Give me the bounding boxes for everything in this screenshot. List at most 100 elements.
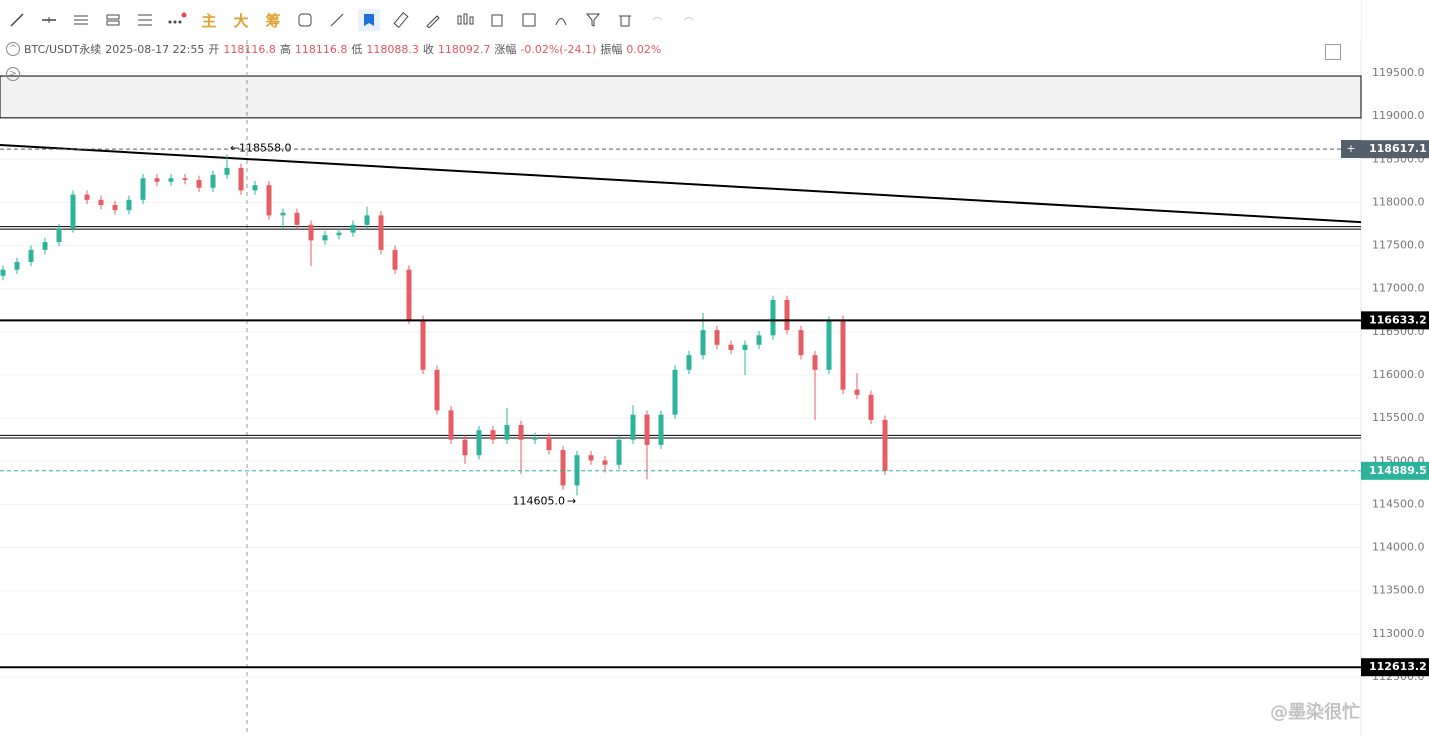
line-tool[interactable] (6, 9, 28, 31)
candle-body (28, 249, 34, 262)
info-value: 0.02% (626, 42, 662, 56)
fullscreen-button[interactable] (1325, 44, 1341, 60)
bookmark-tool[interactable] (358, 9, 380, 31)
candle-body (84, 194, 90, 200)
candle-body (406, 269, 412, 320)
parallel-tool[interactable] (70, 9, 92, 31)
candle-body (532, 437, 538, 440)
redo-tool[interactable] (678, 9, 700, 31)
ohlc-info: ^ BTC/USDT永续 2025-08-17 22:55 开 118116.8 高… (6, 41, 661, 57)
price-tag (1361, 461, 1429, 480)
pen-tool[interactable] (422, 9, 444, 31)
magnet-tool[interactable] (550, 9, 572, 31)
arrow: → (567, 494, 576, 507)
info-key: 开 (208, 43, 220, 56)
candle-body (56, 228, 62, 243)
candle-body (378, 215, 384, 250)
info-key: 涨幅 (494, 43, 517, 56)
info-value: 118088.3 (366, 42, 419, 56)
ruler-tool[interactable] (390, 9, 412, 31)
add-button (1341, 140, 1361, 158)
candle-body (770, 299, 776, 336)
candle-body (504, 425, 510, 440)
info-key: 振幅 (600, 43, 623, 56)
candle-body (210, 174, 216, 188)
candle-body (518, 425, 524, 440)
candle-body (224, 167, 230, 175)
candle-body (700, 330, 706, 356)
candle-body (42, 242, 48, 250)
edit-tool[interactable] (518, 9, 540, 31)
big-button[interactable]: 大 (233, 11, 249, 30)
hline-tool[interactable] (38, 9, 60, 31)
candle-body (812, 355, 818, 370)
expand-button[interactable]: > (6, 67, 20, 81)
candle-body (560, 450, 566, 486)
candle-body (602, 460, 608, 465)
collapse-button[interactable]: ^ (6, 42, 20, 56)
candle-body (854, 389, 860, 395)
candle-body (882, 419, 888, 471)
sync-tool[interactable] (294, 9, 316, 31)
candle-body (728, 344, 734, 350)
info-value: -0.02%(-24.1) (520, 42, 597, 56)
y-tick-label: 119500.0 (1372, 66, 1425, 79)
candle-body (196, 179, 202, 188)
delete-tool[interactable] (614, 9, 636, 31)
price-tag-label: 118617.1 (1369, 142, 1427, 155)
price-tag (1361, 140, 1429, 159)
info-value: 118116.8 (223, 42, 276, 56)
main-button[interactable]: 主 (201, 11, 217, 30)
candle-body (392, 249, 398, 270)
candle-body (294, 212, 300, 225)
candle-body (350, 224, 356, 233)
filter-tool[interactable] (582, 9, 604, 31)
info-key: 低 (351, 43, 363, 56)
candle-body (0, 269, 6, 276)
toolbar: 主 大 筹 (0, 0, 1361, 40)
candle-tool[interactable] (454, 9, 476, 31)
candle-body (462, 439, 468, 456)
price-tag-label: 116633.2 (1369, 313, 1427, 326)
candle-body (546, 437, 552, 451)
measure-tool[interactable] (326, 9, 348, 31)
candle-body (140, 178, 146, 200)
candle-body (756, 335, 762, 345)
candle-body (826, 319, 832, 370)
candle-body (784, 299, 790, 331)
fib-tool[interactable] (134, 9, 156, 31)
candle-body (434, 369, 440, 411)
y-tick-label: 118000.0 (1372, 195, 1425, 208)
candle-body (420, 319, 426, 370)
candle-body (742, 344, 748, 350)
candle-body (308, 224, 314, 241)
channel-tool[interactable] (102, 9, 124, 31)
symbol: BTC/USDT永续 (24, 43, 102, 56)
candle-body (448, 410, 454, 440)
more-tool[interactable] (166, 9, 188, 31)
price-tag-label: 112613.2 (1369, 660, 1427, 673)
candle-body (154, 178, 160, 182)
candle-body (70, 194, 76, 229)
trendline (0, 144, 1362, 224)
info-value: 118092.7 (437, 42, 491, 56)
chip-button[interactable]: 筹 (265, 11, 281, 30)
y-tick-label: 117000.0 (1372, 282, 1425, 295)
y-tick-label: 115500.0 (1372, 411, 1425, 424)
time: 2025-08-17 22:55 (105, 42, 205, 56)
y-tick-label: 117500.0 (1372, 239, 1425, 252)
candle-body (798, 330, 804, 356)
candle-body (658, 414, 664, 445)
candle-body (476, 430, 482, 456)
undo-tool[interactable] (646, 9, 668, 31)
price-tag (1361, 658, 1429, 677)
note-tool[interactable] (486, 9, 508, 31)
candle-body (364, 215, 370, 225)
candle-body (630, 414, 636, 440)
zone (0, 75, 1362, 119)
info-value: 118116.8 (294, 42, 348, 56)
candle-body (868, 394, 874, 420)
candle-body (490, 430, 496, 440)
